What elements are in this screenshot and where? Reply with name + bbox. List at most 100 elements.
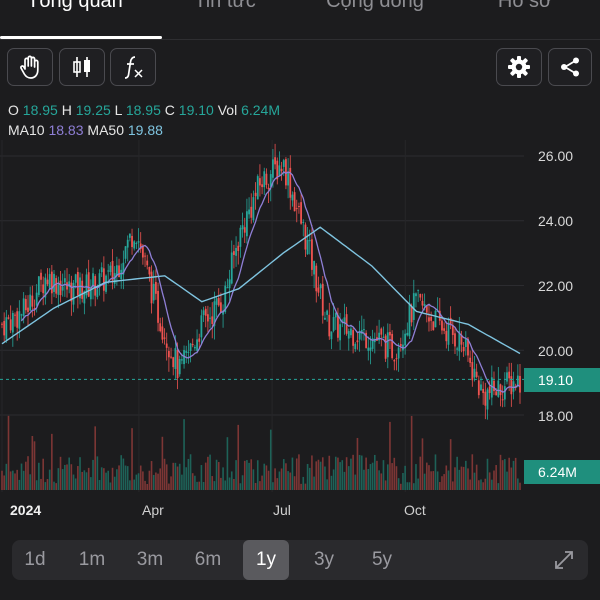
- candle-body: [202, 310, 205, 316]
- volume-bar: [228, 477, 231, 490]
- ma10-line: [21, 171, 521, 393]
- volume-bar: [347, 466, 350, 490]
- volume-bar: [5, 463, 8, 490]
- candle-body: [352, 330, 355, 346]
- candle-body: [276, 160, 279, 180]
- candle-body: [412, 293, 415, 320]
- candle-body: [79, 277, 81, 299]
- volume-bar: [100, 467, 103, 490]
- tab-overview[interactable]: Tổng quan: [27, 0, 123, 12]
- range-3y-button[interactable]: 3y: [313, 549, 335, 570]
- volume-bar: [389, 421, 391, 490]
- fullscreen-button[interactable]: [552, 548, 576, 572]
- close-label: C: [164, 102, 175, 118]
- candle-body: [313, 261, 316, 275]
- candle-body: [358, 331, 361, 340]
- candle-body: [332, 317, 335, 331]
- range-3m-button[interactable]: 3m: [136, 549, 164, 570]
- low-label: L: [114, 102, 122, 118]
- volume-bar: [467, 468, 469, 490]
- share-button[interactable]: [548, 48, 592, 86]
- candle-body: [176, 349, 179, 379]
- candle-body: [393, 360, 396, 362]
- volume-bar: [471, 454, 474, 490]
- candle-body: [44, 277, 47, 298]
- volume-bar: [475, 464, 478, 490]
- volume-bar: [14, 473, 16, 490]
- candle-body: [81, 280, 84, 299]
- volume-bar: [376, 460, 378, 490]
- candle-body: [378, 332, 381, 341]
- candle-body: [484, 391, 487, 406]
- volume-bar: [48, 469, 51, 490]
- candle-body: [241, 225, 244, 230]
- candle-body: [367, 347, 370, 351]
- tab-community[interactable]: Cộng đồng: [326, 0, 424, 12]
- candle-body: [178, 359, 181, 375]
- tab-news[interactable]: Tin tức: [194, 0, 256, 12]
- volume-bar: [512, 460, 515, 490]
- candle-body: [22, 298, 25, 317]
- candle-body: [55, 278, 58, 294]
- crosshair-mode-button[interactable]: [7, 48, 53, 86]
- candle-body: [363, 329, 365, 331]
- candle-body: [24, 299, 27, 311]
- candle-body: [265, 173, 268, 185]
- range-1d-button[interactable]: 1d: [24, 549, 46, 570]
- x-label-oct: Oct: [404, 502, 426, 518]
- candle-body: [428, 317, 430, 322]
- candle-body: [408, 303, 411, 337]
- volume-bar: [282, 459, 285, 490]
- price-chart[interactable]: [0, 140, 524, 492]
- range-1m-button[interactable]: 1m: [78, 549, 106, 570]
- candle-body: [384, 335, 387, 359]
- volume-bar: [321, 457, 324, 490]
- volume-bar: [341, 460, 344, 490]
- volume-bar: [7, 415, 10, 490]
- volume-bar: [55, 483, 57, 490]
- chart-type-button[interactable]: [59, 48, 105, 86]
- volume-bar: [96, 456, 99, 490]
- tab-profile[interactable]: Hồ sơ: [497, 0, 553, 12]
- candle-body: [302, 221, 305, 223]
- open-label: O: [8, 102, 19, 118]
- chart-settings-button[interactable]: [496, 48, 542, 86]
- volume-bar: [432, 471, 435, 490]
- candle-body: [133, 241, 136, 249]
- candle-body: [131, 235, 133, 248]
- range-6m-button[interactable]: 6m: [194, 549, 222, 570]
- volume-bar: [436, 471, 439, 490]
- candle-body: [196, 339, 198, 351]
- candle-body: [430, 317, 433, 321]
- volume-bar: [241, 475, 244, 490]
- candle-body: [306, 239, 309, 255]
- volume-bar: [404, 465, 406, 490]
- range-5y-button[interactable]: 5y: [371, 549, 393, 570]
- volume-bar: [478, 480, 480, 490]
- candle-body: [29, 294, 32, 311]
- candle-body: [519, 375, 521, 393]
- volume-bar: [220, 477, 222, 490]
- volume-bar: [20, 463, 23, 490]
- candle-body: [98, 273, 101, 288]
- candle-body: [189, 343, 192, 351]
- function-icon: [124, 56, 143, 79]
- candle-body: [469, 357, 472, 363]
- range-1y-button[interactable]: 1y: [243, 540, 289, 580]
- volume-bar: [514, 457, 517, 490]
- candle-body: [406, 332, 409, 336]
- volume-bar: [103, 468, 105, 490]
- candle-body: [33, 307, 36, 310]
- candle-body: [319, 284, 322, 289]
- volume-bar: [116, 469, 118, 490]
- volume-bar: [298, 454, 300, 490]
- volume-bar: [289, 472, 292, 490]
- candle-body: [48, 274, 51, 289]
- candle-body: [464, 338, 467, 347]
- volume-value: 6.24M: [241, 102, 281, 118]
- volume-bar: [248, 462, 250, 490]
- volume-bar: [133, 479, 136, 490]
- candle-body: [337, 315, 339, 338]
- indicators-button[interactable]: [110, 48, 156, 86]
- volume-bar: [430, 471, 432, 490]
